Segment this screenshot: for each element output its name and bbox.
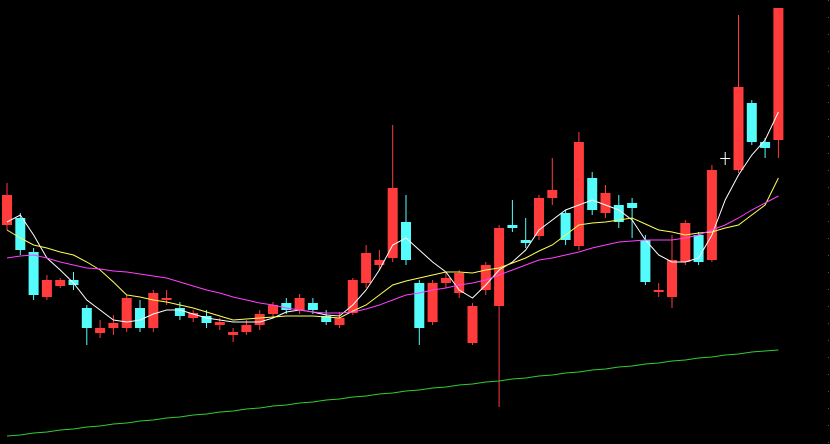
candle-body [720, 158, 731, 159]
moving-average-line [6, 195, 779, 314]
candle-body [294, 298, 305, 310]
candle-body [667, 260, 677, 297]
candle-body [334, 318, 345, 325]
candle-body [627, 203, 638, 208]
candle-body [706, 170, 717, 260]
candle-body [640, 240, 651, 282]
candle-body [480, 265, 491, 290]
candle-body [387, 188, 398, 258]
candle-body [108, 323, 119, 328]
moving-average-line [6, 349, 779, 437]
candle-body [401, 222, 411, 260]
candle-body [241, 325, 252, 332]
candle-body [307, 303, 318, 310]
candle-body [95, 328, 106, 333]
candle-body [467, 306, 478, 343]
candle-body [28, 252, 39, 295]
candle-body [560, 213, 571, 240]
moving-average-line [6, 177, 779, 321]
candle-body [321, 316, 332, 322]
candle-body [161, 298, 172, 300]
candle-body [374, 260, 385, 265]
candle-body [81, 308, 92, 328]
candle-body [2, 195, 12, 225]
candle-body [268, 305, 278, 314]
candle-body [214, 322, 225, 325]
candle-body [121, 298, 132, 328]
candle-body [587, 178, 598, 210]
candle-body [507, 225, 518, 228]
candle-body [693, 235, 704, 262]
candle-body [534, 198, 544, 236]
candle-body [427, 283, 438, 322]
candle-body [494, 228, 505, 306]
candle-body [361, 253, 372, 283]
candle-body [188, 313, 199, 318]
candle-body [733, 87, 744, 170]
moving-average-line [6, 111, 779, 323]
candle-body [600, 193, 611, 213]
candle-body [760, 142, 771, 148]
candle-body [653, 290, 664, 292]
candle-body [41, 280, 52, 297]
candle-body [201, 316, 212, 323]
candle-body [148, 293, 159, 328]
candle-body [55, 280, 66, 286]
candle-body [281, 303, 292, 310]
candle-body [15, 218, 26, 250]
candle-body [746, 103, 757, 142]
candle-body [440, 278, 451, 283]
candle-body [547, 190, 558, 198]
candle-body [228, 332, 239, 335]
candle-body [135, 308, 145, 328]
candle-body [347, 280, 358, 313]
candle-body [254, 314, 265, 325]
candle-body [773, 8, 784, 140]
candle-body [174, 308, 185, 316]
candle-body [414, 283, 425, 328]
candle-body [454, 273, 465, 293]
candle-body [520, 240, 531, 243]
candle-body [573, 142, 584, 246]
candle-body [613, 205, 624, 222]
candle-body [680, 223, 691, 262]
